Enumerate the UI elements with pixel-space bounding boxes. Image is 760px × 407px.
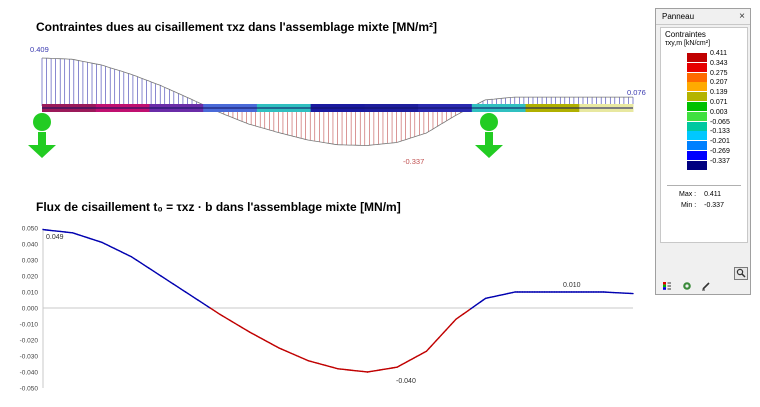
legend-value: -0.133: [710, 128, 730, 136]
legend-value: -0.269: [710, 148, 730, 155]
legend-swatch: [687, 53, 707, 62]
legend-swatch: [687, 102, 707, 111]
legend-value: -0.065: [710, 118, 730, 126]
min-value: -0.337: [704, 202, 724, 209]
y-tick-label: -0.040: [20, 370, 39, 377]
legend-value: 0.003: [710, 108, 728, 116]
support-hinge: [480, 113, 498, 131]
y-tick-label: 0.050: [22, 226, 39, 233]
max-readout: Max : 0.411: [679, 191, 721, 198]
min-label: Min :: [681, 202, 697, 209]
flux-start-label: 0.049: [46, 234, 64, 241]
settings-icon[interactable]: [681, 281, 693, 292]
legend-swatch: [687, 141, 707, 151]
stress-right-label: 0.076: [627, 88, 646, 97]
color-scale: 0.411 0.343 0.275 0.207 0.139 0.071 0.003 -0.06…: [683, 50, 745, 171]
legend-value: 0.071: [710, 99, 728, 106]
legend-value: 0.207: [710, 79, 728, 87]
max-label: Max :: [679, 191, 697, 198]
stress-diagram-title: Contraintes dues au cisaillement τxz dan…: [36, 20, 437, 34]
legend-value: 0.139: [710, 89, 728, 97]
legend-panel: Panneau × Contraintes τxy,m [kN/cm²] 0.4…: [655, 8, 751, 295]
y-tick-label: 0.020: [22, 274, 39, 281]
legend-swatch: [687, 92, 707, 102]
legend-value: 0.275: [710, 69, 728, 77]
legend-value: 0.411: [710, 50, 727, 57]
flux-max-label: 0.010: [563, 282, 581, 289]
color-scale-icon[interactable]: [661, 281, 673, 292]
legend-swatch: [687, 82, 707, 92]
magnifier-icon[interactable]: [734, 267, 748, 280]
support-arrow: [475, 132, 503, 158]
legend-value: -0.337: [710, 157, 730, 165]
legend-swatch: [687, 111, 707, 121]
min-readout: Min : -0.337: [679, 202, 724, 209]
y-tick-label: -0.030: [20, 354, 39, 361]
legend-swatch: [687, 72, 707, 82]
support-hinge: [33, 113, 51, 131]
legend-swatch: [687, 151, 707, 160]
legend-divider: [667, 185, 741, 186]
y-tick-label: -0.010: [20, 322, 39, 329]
legend-heading: Contraintes: [665, 30, 706, 39]
flux-min-label: -0.040: [396, 378, 416, 385]
max-value: 0.411: [704, 191, 722, 198]
y-tick-label: -0.050: [20, 386, 39, 393]
legend-swatch: [687, 131, 707, 141]
legend-swatch: [687, 121, 707, 131]
stress-outline: [41, 57, 633, 147]
y-tick-label: 0.000: [22, 306, 39, 313]
y-tick-label: 0.040: [22, 242, 39, 249]
close-icon[interactable]: ×: [739, 11, 745, 22]
panel-legend: Contraintes τxy,m [kN/cm²] 0.411 0.343 0.2…: [660, 27, 748, 243]
shear-flux-chart: 0.050 0.040 0.030 0.020 0.010 0.000 -0.010 -0.0…: [20, 226, 634, 393]
stress-min-label: -0.337: [403, 157, 424, 166]
edit-icon[interactable]: [700, 281, 712, 292]
legend-value: 0.343: [710, 59, 728, 67]
legend-unit: τxy,m [kN/cm²]: [665, 40, 711, 47]
panel-title: Panneau: [656, 9, 750, 25]
y-tick-label: 0.030: [22, 258, 39, 265]
legend-swatch: [687, 160, 707, 170]
y-tick-label: -0.020: [20, 338, 39, 345]
shear-stress-diagram: 0.409 -0.337 0.076: [28, 45, 646, 166]
stress-max-label: 0.409: [30, 45, 49, 54]
support-arrow: [28, 132, 56, 158]
y-tick-label: 0.010: [22, 290, 39, 297]
flux-chart-title: Flux de cisaillement t₀ = τxz · b dans l…: [36, 200, 401, 214]
legend-value: -0.201: [710, 138, 730, 146]
legend-swatch: [687, 62, 707, 72]
